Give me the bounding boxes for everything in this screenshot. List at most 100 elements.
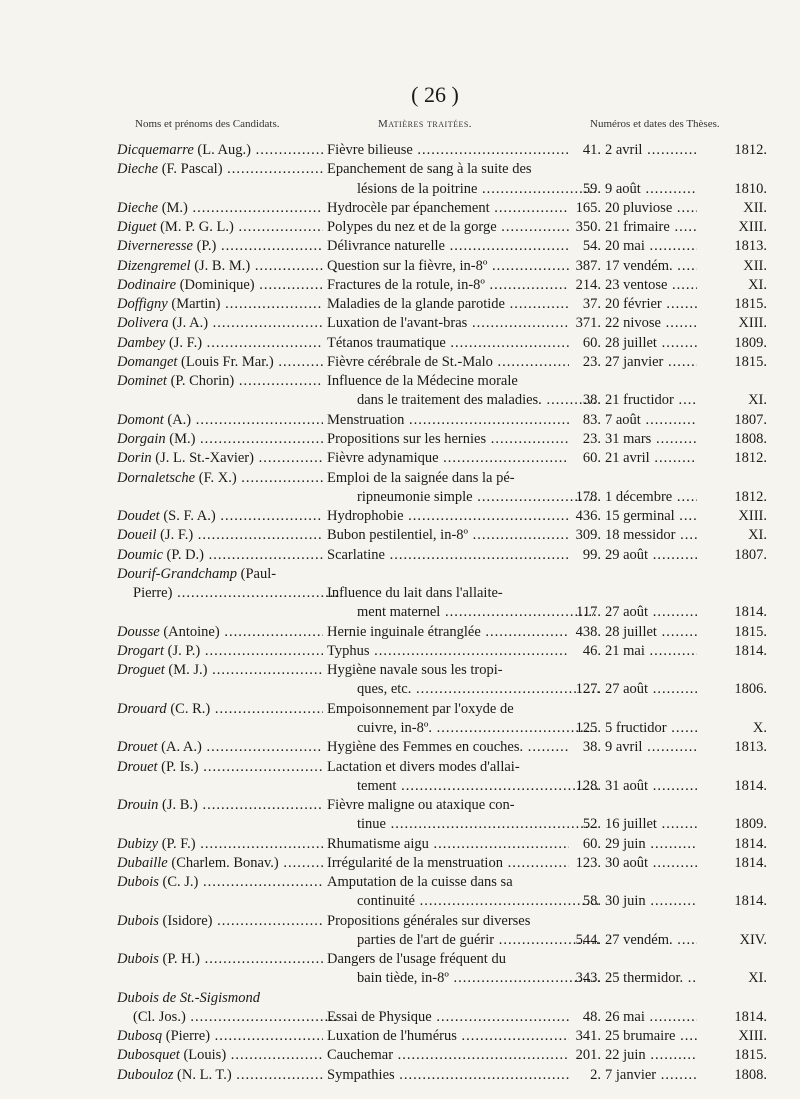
- thesis-year: XI.: [697, 391, 767, 411]
- thesis-year: 1810.: [697, 179, 767, 199]
- thesis-subject: cuivre, in-8º.: [327, 719, 599, 738]
- entry-line: Dieche (F. Pascal)Epanchement de sang à …: [117, 160, 767, 179]
- thesis-subject: continuité: [327, 892, 599, 911]
- candidate-forenames: (M.): [158, 199, 188, 216]
- candidate-surname: Drouet: [117, 758, 158, 775]
- entry-line: Dorgain (M.)Propositions sur les hernies…: [117, 429, 767, 449]
- entry-line: (Cl. Jos.) Essai de Physique 48.26 mai1814…: [117, 1007, 767, 1027]
- thesis-subject: Influence de la Médecine morale: [327, 373, 518, 390]
- candidate-forenames: (F. Pascal): [158, 161, 223, 178]
- thesis-number: 2.: [590, 1066, 601, 1083]
- thesis-number: 544.: [575, 931, 601, 948]
- thesis-year: 1814.: [697, 853, 767, 873]
- thesis-year: 1812.: [697, 141, 767, 160]
- list-item: Dubaille (Charlem. Bonav.)Irrégularité d…: [117, 853, 767, 873]
- candidate-name: Dousse (Antoine): [117, 623, 323, 642]
- candidate-name: Doueil (J. F.): [117, 526, 323, 545]
- thesis-date: 27 août: [605, 603, 697, 622]
- candidate-name: Doudet (S. F. A.): [117, 507, 323, 526]
- thesis-date: 27 août: [605, 680, 697, 699]
- thesis-number: 37.: [582, 296, 601, 313]
- entry-line: Doueil (J. F.)Bubon pestilentiel, in-8º3…: [117, 526, 767, 546]
- thesis-subject: Propositions sur les hernies: [327, 430, 569, 449]
- thesis-subject: Scarlatine: [327, 546, 569, 565]
- thesis-number: 23.: [582, 353, 601, 370]
- thesis-number: 128.: [575, 777, 601, 794]
- thesis-number: 60.: [582, 334, 601, 351]
- list-item: Dominet (P. Chorin)Influence de la Médec…: [117, 372, 767, 411]
- entry-line: Drogart (J. P.)Typhus46.21 mai1814.: [117, 641, 767, 661]
- thesis-subject: Essai de Physique: [327, 1008, 569, 1027]
- candidate-surname: Doffigny: [117, 296, 168, 313]
- candidate-name: Pierre): [117, 584, 339, 603]
- candidate-surname: Diverneresse: [117, 238, 193, 255]
- list-item: Dubosquet (Louis)Cauchemar201.22 juin181…: [117, 1046, 767, 1066]
- candidate-surname: Dubois: [117, 874, 159, 891]
- thesis-subject: tement: [327, 777, 599, 796]
- candidate-surname: Dorin: [117, 450, 152, 467]
- thesis-date: 1 décembre: [605, 488, 697, 507]
- candidate-name: Dubosq (Pierre): [117, 1027, 323, 1046]
- candidate-name: Droguet (M. J.): [117, 661, 323, 680]
- entry-line: Drouard (C. R.)Empoisonnement par l'oxyd…: [117, 700, 767, 719]
- thesis-year: 1813.: [697, 738, 767, 758]
- thesis-date: 15 germinal: [605, 507, 697, 526]
- list-item: Dornaletsche (F. X.)Emploi de la saignée…: [117, 469, 767, 508]
- thesis-subject: tinue: [327, 815, 599, 834]
- thesis-number: 125.: [575, 719, 601, 736]
- entry-line: cuivre, in-8º.125.5 fructidorX.: [117, 718, 767, 738]
- entry-line: lésions de la poitrine59.9 août1810.: [117, 179, 767, 199]
- thesis-year: XI.: [697, 969, 767, 989]
- candidate-surname: Drouet: [117, 739, 158, 756]
- entry-line: Doffigny (Martin)Maladies de la glande p…: [117, 295, 767, 315]
- candidate-name: Dizengremel (J. B. M.): [117, 257, 323, 276]
- candidate-forenames: (J. A.): [168, 315, 209, 332]
- candidate-name: Dubois (Isidore): [117, 912, 323, 931]
- thesis-number: 387.: [575, 257, 601, 274]
- thesis-number: 341.: [575, 1028, 601, 1045]
- candidate-name-continued: (Cl. Jos.): [133, 1008, 186, 1025]
- thesis-year: 1814.: [697, 834, 767, 854]
- thesis-date: 22 juin: [605, 1046, 697, 1065]
- thesis-year: 1815.: [697, 622, 767, 642]
- candidate-surname: Dubaille: [117, 854, 168, 871]
- candidate-forenames: (M. J.): [164, 662, 208, 679]
- candidate-surname: Dubosq: [117, 1028, 163, 1045]
- thesis-number: 46.: [582, 642, 601, 659]
- thesis-subject: ment maternel: [327, 603, 599, 622]
- thesis-date: 31 août: [605, 777, 697, 796]
- thesis-date: 23 ventose: [605, 276, 697, 295]
- entry-line: Pierre) Influence du lait dans l'allaite-: [117, 584, 767, 603]
- thesis-subject: Maladies de la glande parotide: [327, 295, 569, 314]
- list-item: Dodinaire (Dominique)Fractures de la rot…: [117, 275, 767, 295]
- thesis-date: 21 mai: [605, 642, 697, 661]
- list-item: Dambey (J. F.)Tétanos traumatique60.28 j…: [117, 333, 767, 353]
- thesis-subject: Sympathies: [327, 1066, 569, 1085]
- thesis-year: 1814.: [697, 641, 767, 661]
- thesis-date: 7 août: [605, 411, 697, 430]
- thesis-year: XII.: [697, 256, 767, 276]
- thesis-number: 38.: [582, 739, 601, 756]
- thesis-year: 1808.: [697, 429, 767, 449]
- list-item: Drogart (J. P.)Typhus46.21 mai1814.: [117, 641, 767, 661]
- thesis-subject: Propositions générales sur diverses: [327, 912, 531, 929]
- thesis-subject: Fièvre adynamique: [327, 449, 569, 468]
- thesis-year: 1808.: [697, 1065, 767, 1085]
- candidate-surname: Dominet: [117, 373, 167, 390]
- thesis-subject: Bubon pestilentiel, in-8º: [327, 526, 569, 545]
- thesis-subject: Luxation de l'avant-bras: [327, 314, 569, 333]
- candidate-name: Dolivera (J. A.): [117, 314, 323, 333]
- candidate-forenames: (P. Is.): [157, 758, 199, 775]
- candidate-name: Domanget (Louis Fr. Mar.): [117, 353, 323, 372]
- column-header-subjects: Matières traitées.: [378, 118, 473, 130]
- thesis-subject: Polypes du nez et de la gorge: [327, 218, 569, 237]
- thesis-date: 26 mai: [605, 1008, 697, 1027]
- thesis-year: 1814.: [697, 892, 767, 912]
- candidate-name: Dambey (J. F.): [117, 334, 323, 353]
- list-item: Drouin (J. B.)Fièvre maligne ou ataxique…: [117, 796, 767, 835]
- list-item: Dubois (P. H.)Dangers de l'usage fréquen…: [117, 950, 767, 989]
- list-item: Dieche (M.)Hydrocèle par épanchement165.…: [117, 198, 767, 218]
- candidate-forenames: (N. L. T.): [173, 1066, 232, 1083]
- candidate-name: Dubois (C. J.): [117, 873, 323, 892]
- thesis-date: 29 août: [605, 546, 697, 565]
